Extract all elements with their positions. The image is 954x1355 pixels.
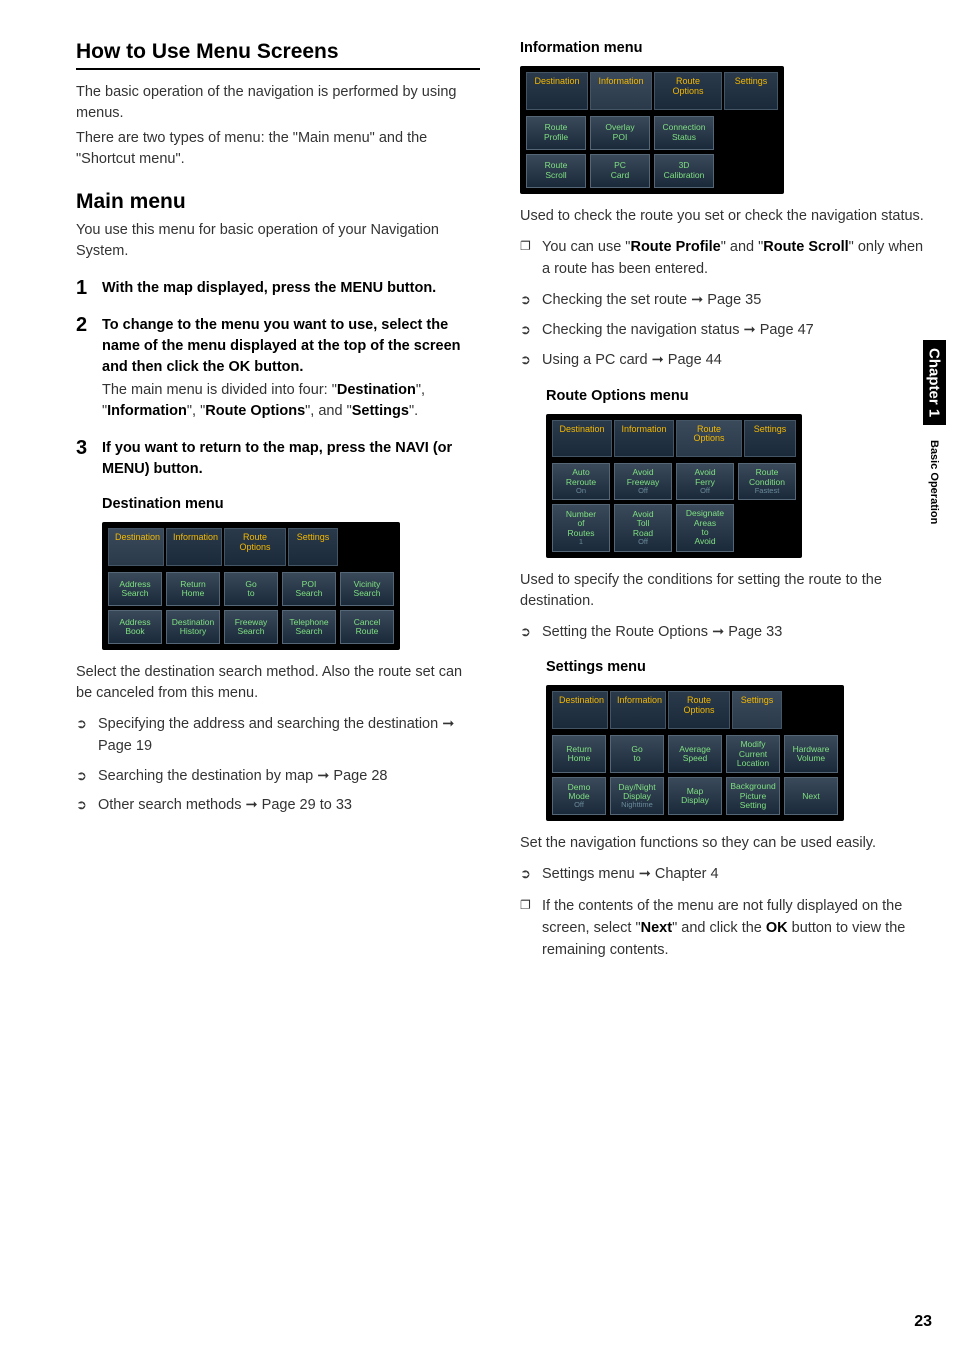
menu-button[interactable]: Next xyxy=(784,777,838,815)
step-heading: If you want to return to the map, press … xyxy=(102,438,480,480)
settings-menu-screenshot: DestinationInformationRoute OptionsSetti… xyxy=(546,685,924,821)
menu-tab[interactable]: Information xyxy=(610,691,666,729)
menu-tab[interactable]: Route Options xyxy=(668,691,730,729)
menu-button[interactable]: ConnectionStatus xyxy=(654,116,714,150)
menu-button[interactable]: Goto xyxy=(610,735,664,773)
menu-button[interactable]: TelephoneSearch xyxy=(282,610,336,644)
menu-button[interactable]: AddressBook xyxy=(108,610,162,644)
side-tab: Chapter 1 Basic Operation xyxy=(922,340,946,530)
step-heading: With the map displayed, press the MENU b… xyxy=(102,278,480,299)
menu-button[interactable]: CancelRoute xyxy=(340,610,394,644)
menu-button[interactable]: ReturnHome xyxy=(552,735,606,773)
main-menu-desc: You use this menu for basic operation of… xyxy=(76,220,480,262)
menu-button[interactable]: AverageSpeed xyxy=(668,735,722,773)
menu-tab[interactable]: Destination xyxy=(552,691,608,729)
step-number: 1 xyxy=(76,278,92,298)
menu-button[interactable]: AvoidFreewayOff xyxy=(614,463,672,500)
reference-link: Checking the set route ➞ Page 35 xyxy=(520,290,924,312)
reference-link: Setting the Route Options ➞ Page 33 xyxy=(520,622,924,644)
menu-button[interactable]: BackgroundPictureSetting xyxy=(726,777,780,815)
menu-button[interactable]: AvoidTollRoadOff xyxy=(614,504,672,551)
page-number: 23 xyxy=(914,1313,932,1331)
menu-tab[interactable]: Information xyxy=(590,72,652,110)
menu-tab[interactable]: Route Options xyxy=(654,72,722,110)
menu-button[interactable]: POISearch xyxy=(282,572,336,606)
reference-link: Other search methods ➞ Page 29 to 33 xyxy=(76,795,480,817)
menu-tab[interactable]: Settings xyxy=(288,528,338,566)
route-options-menu-heading: Route Options menu xyxy=(546,388,924,404)
main-menu-title: Main menu xyxy=(76,190,480,214)
menu-tab[interactable]: Destination xyxy=(108,528,164,566)
menu-tab[interactable]: Settings xyxy=(732,691,782,729)
reference-link: Settings menu ➞ Chapter 4 xyxy=(520,864,924,886)
reference-link: Using a PC card ➞ Page 44 xyxy=(520,350,924,372)
menu-tab[interactable]: Settings xyxy=(724,72,778,110)
page-title: How to Use Menu Screens xyxy=(76,40,480,70)
menu-button[interactable]: VicinitySearch xyxy=(340,572,394,606)
step-number: 3 xyxy=(76,438,92,458)
menu-button[interactable]: Goto xyxy=(224,572,278,606)
destination-desc: Select the destination search method. Al… xyxy=(76,662,480,704)
step-number: 2 xyxy=(76,315,92,335)
left-column: How to Use Menu Screens The basic operat… xyxy=(76,40,480,969)
menu-tab[interactable]: Route Options xyxy=(676,420,742,458)
step-heading: To change to the menu you want to use, s… xyxy=(102,315,480,378)
menu-button[interactable]: ReturnHome xyxy=(166,572,220,606)
note-item: If the contents of the menu are not full… xyxy=(520,896,924,961)
menu-tab[interactable]: Information xyxy=(166,528,222,566)
menu-button[interactable]: ModifyCurrentLocation xyxy=(726,735,780,773)
route-options-desc: Used to specify the conditions for setti… xyxy=(520,570,924,612)
menu-button[interactable]: DestinationHistory xyxy=(166,610,220,644)
settings-refs: Settings menu ➞ Chapter 4 xyxy=(520,864,924,886)
section-label: Basic Operation xyxy=(928,440,940,524)
destination-refs: Specifying the address and searching the… xyxy=(76,714,480,817)
settings-menu-heading: Settings menu xyxy=(546,659,924,675)
menu-tab[interactable]: Information xyxy=(614,420,674,458)
note-item: You can use "Route Profile" and "Route S… xyxy=(520,237,924,281)
menu-button[interactable]: AddressSearch xyxy=(108,572,162,606)
destination-menu-screenshot: DestinationInformationRoute OptionsSetti… xyxy=(102,522,480,650)
menu-button[interactable]: AutoRerouteOn xyxy=(552,463,610,500)
destination-menu-heading: Destination menu xyxy=(102,496,480,512)
menu-button[interactable]: RouteProfile xyxy=(526,116,586,150)
menu-button[interactable]: HardwareVolume xyxy=(784,735,838,773)
intro-para-2: There are two types of menu: the "Main m… xyxy=(76,128,480,170)
menu-button[interactable]: RouteScroll xyxy=(526,154,586,188)
menu-button[interactable]: MapDisplay xyxy=(668,777,722,815)
menu-button[interactable]: PCCard xyxy=(590,154,650,188)
menu-button[interactable]: DesignateAreastoAvoid xyxy=(676,504,734,551)
settings-box-note: If the contents of the menu are not full… xyxy=(520,896,924,961)
step: 2 To change to the menu you want to use, … xyxy=(76,315,480,422)
information-desc: Used to check the route you set or check… xyxy=(520,206,924,227)
menu-button[interactable]: FreewaySearch xyxy=(224,610,278,644)
menu-tab[interactable]: Destination xyxy=(526,72,588,110)
steps-list: 1 With the map displayed, press the MENU … xyxy=(76,278,480,480)
menu-button[interactable]: OverlayPOI xyxy=(590,116,650,150)
step: 3 If you want to return to the map, press… xyxy=(76,438,480,480)
reference-link: Specifying the address and searching the… xyxy=(76,714,480,758)
menu-tab[interactable]: Destination xyxy=(552,420,612,458)
menu-button[interactable]: AvoidFerryOff xyxy=(676,463,734,500)
settings-desc: Set the navigation functions so they can… xyxy=(520,833,924,854)
intro-para-1: The basic operation of the navigation is… xyxy=(76,82,480,124)
reference-link: Searching the destination by map ➞ Page … xyxy=(76,766,480,788)
right-column: Information menu DestinationInformationR… xyxy=(520,40,924,969)
information-menu-screenshot: DestinationInformationRoute OptionsSetti… xyxy=(520,66,924,194)
menu-tab[interactable]: Route Options xyxy=(224,528,286,566)
chapter-label: Chapter 1 xyxy=(923,340,946,425)
information-refs: Checking the set route ➞ Page 35 Checking… xyxy=(520,290,924,371)
menu-tab[interactable]: Settings xyxy=(744,420,796,458)
route-options-menu-screenshot: DestinationInformationRoute OptionsSetti… xyxy=(546,414,924,558)
information-menu-heading: Information menu xyxy=(520,40,924,56)
menu-button[interactable]: NumberofRoutes1 xyxy=(552,504,610,551)
menu-button[interactable]: 3DCalibration xyxy=(654,154,714,188)
information-box-note: You can use "Route Profile" and "Route S… xyxy=(520,237,924,281)
step-continuation: The main menu is divided into four: "Des… xyxy=(102,380,480,422)
menu-button[interactable]: Day/NightDisplayNighttime xyxy=(610,777,664,815)
menu-button[interactable]: RouteConditionFastest xyxy=(738,463,796,500)
route-options-refs: Setting the Route Options ➞ Page 33 xyxy=(520,622,924,644)
step: 1 With the map displayed, press the MENU … xyxy=(76,278,480,299)
reference-link: Checking the navigation status ➞ Page 47 xyxy=(520,320,924,342)
menu-button[interactable]: DemoModeOff xyxy=(552,777,606,815)
